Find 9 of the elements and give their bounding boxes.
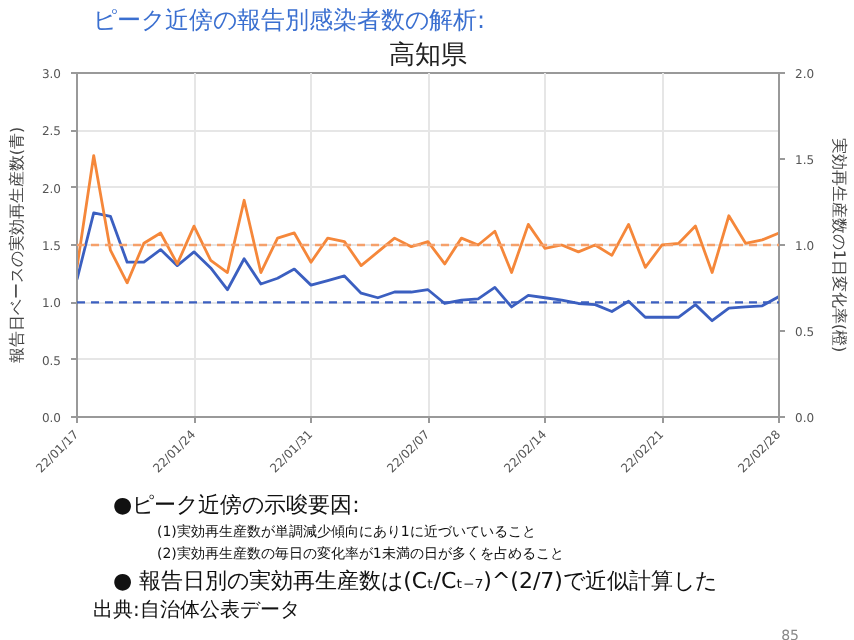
source-note: 出典:自治体公表データ — [93, 598, 300, 622]
y-axis-title: 報告日ベースの実効再生産数(青) — [7, 126, 26, 364]
y2-axis-title: 実効再生産数の1日変化率(橙) — [830, 137, 849, 353]
text: ピーク近傍の報告別感染者数の解析: — [93, 6, 486, 34]
text: ●ピーク近傍の示唆要因: — [113, 492, 360, 518]
chart-title: 高知県 — [389, 39, 467, 71]
text: ● 報告日別の実効再生産数は(Cₜ/Cₜ₋₇)^(2/7)で近似計算した — [113, 568, 717, 594]
line-series — [77, 211, 779, 323]
line-series — [77, 154, 779, 285]
